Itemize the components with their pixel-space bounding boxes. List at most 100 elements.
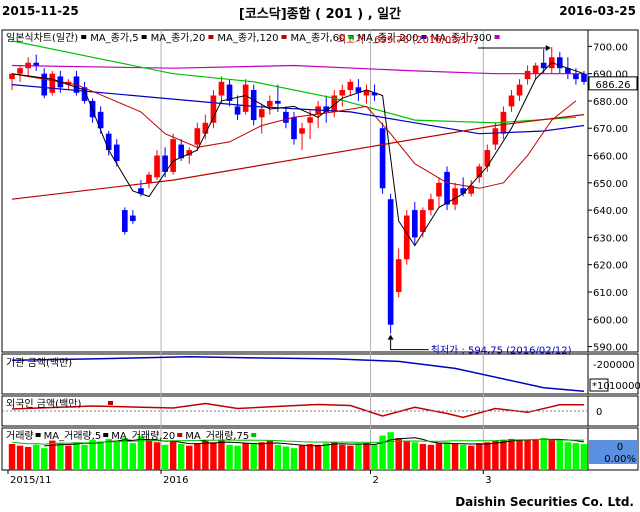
volume-bar[interactable]: [121, 438, 129, 470]
candle[interactable]: [339, 84, 346, 107]
volume-bar[interactable]: [8, 443, 16, 470]
volume-bar[interactable]: [322, 443, 330, 470]
candle[interactable]: [387, 193, 394, 334]
volume-bar[interactable]: [355, 443, 362, 470]
volume-bar[interactable]: [387, 432, 394, 470]
candle[interactable]: [234, 95, 241, 121]
candle[interactable]: [323, 95, 330, 123]
volume-bar[interactable]: [524, 439, 531, 470]
volume-bar[interactable]: [540, 438, 547, 470]
volume-bar[interactable]: [73, 442, 80, 470]
volume-bar[interactable]: [306, 443, 314, 470]
volume-bar[interactable]: [65, 445, 72, 470]
volume-bar[interactable]: [274, 444, 282, 470]
volume-bar[interactable]: [371, 444, 378, 470]
volume-bar[interactable]: [129, 443, 137, 470]
volume-bar[interactable]: [16, 445, 24, 470]
volume-bar[interactable]: [347, 445, 354, 470]
volume-bar[interactable]: [258, 442, 265, 470]
volume-bar[interactable]: [339, 444, 346, 470]
candle[interactable]: [218, 76, 225, 104]
candle[interactable]: [202, 114, 209, 140]
volume-bar[interactable]: [363, 443, 370, 470]
candle[interactable]: [258, 103, 265, 134]
candle[interactable]: [508, 90, 515, 112]
volume-bar[interactable]: [145, 439, 153, 470]
candle[interactable]: [548, 47, 555, 74]
candle[interactable]: [226, 79, 233, 107]
candle[interactable]: [476, 163, 483, 183]
volume-bar[interactable]: [411, 442, 419, 470]
volume-bar[interactable]: [516, 440, 523, 470]
candle[interactable]: [154, 150, 160, 181]
candle[interactable]: [73, 70, 80, 96]
volume-bar[interactable]: [218, 439, 225, 470]
candle[interactable]: [331, 90, 338, 118]
candle[interactable]: [105, 130, 112, 156]
volume-bar[interactable]: [435, 443, 443, 470]
volume-bar[interactable]: [403, 440, 410, 470]
candle[interactable]: [492, 122, 499, 151]
candle[interactable]: [113, 139, 120, 167]
volume-bar[interactable]: [298, 445, 306, 470]
volume-bar[interactable]: [532, 438, 539, 470]
volume-bar[interactable]: [186, 445, 193, 470]
volume-bar[interactable]: [105, 438, 112, 470]
volume-bar[interactable]: [81, 444, 88, 470]
candle[interactable]: [242, 79, 249, 115]
volume-bar[interactable]: [492, 440, 499, 470]
volume-bar[interactable]: [210, 442, 217, 470]
candle[interactable]: [452, 182, 458, 211]
candle[interactable]: [130, 210, 136, 224]
volume-bar[interactable]: [500, 439, 507, 470]
volume-bar[interactable]: [24, 446, 32, 470]
volume-bar[interactable]: [32, 444, 40, 470]
candle[interactable]: [146, 171, 152, 189]
volume-bar[interactable]: [467, 445, 475, 470]
candle[interactable]: [299, 122, 305, 151]
candle[interactable]: [81, 81, 88, 104]
volume-bar[interactable]: [41, 448, 48, 470]
volume-bar[interactable]: [161, 444, 169, 470]
volume-bar[interactable]: [194, 443, 201, 470]
candle[interactable]: [283, 106, 289, 129]
candle[interactable]: [49, 70, 56, 96]
candle[interactable]: [556, 51, 563, 74]
volume-bar[interactable]: [137, 436, 145, 470]
candle[interactable]: [428, 193, 434, 216]
volume-bar[interactable]: [202, 440, 209, 470]
candle[interactable]: [532, 62, 539, 80]
volume-bar[interactable]: [282, 446, 290, 470]
volume-bar[interactable]: [443, 442, 451, 470]
candle[interactable]: [436, 177, 442, 208]
volume-bar[interactable]: [234, 445, 241, 470]
candle[interactable]: [395, 248, 402, 298]
candle[interactable]: [524, 65, 531, 85]
volume-bar[interactable]: [153, 442, 161, 470]
volume-bar[interactable]: [57, 443, 64, 470]
volume-bar[interactable]: [97, 441, 104, 470]
candle[interactable]: [266, 95, 273, 115]
candle[interactable]: [363, 84, 370, 104]
volume-bar[interactable]: [564, 442, 572, 470]
candle[interactable]: [121, 207, 128, 235]
volume-bar[interactable]: [580, 443, 588, 470]
candle[interactable]: [355, 79, 362, 101]
candle[interactable]: [250, 84, 257, 126]
volume-bar[interactable]: [177, 443, 185, 470]
volume-bar[interactable]: [242, 443, 249, 470]
candle[interactable]: [379, 122, 386, 194]
volume-bar[interactable]: [484, 442, 491, 470]
volume-bar[interactable]: [451, 443, 459, 470]
volume-bar[interactable]: [419, 443, 427, 470]
volume-bar[interactable]: [226, 444, 233, 470]
volume-bar[interactable]: [476, 443, 483, 470]
candle[interactable]: [210, 90, 217, 129]
candle[interactable]: [33, 54, 40, 71]
volume-bar[interactable]: [379, 435, 386, 470]
candle[interactable]: [484, 144, 491, 172]
volume-bar[interactable]: [508, 438, 515, 470]
candle[interactable]: [516, 79, 523, 101]
volume-bar[interactable]: [290, 448, 298, 470]
